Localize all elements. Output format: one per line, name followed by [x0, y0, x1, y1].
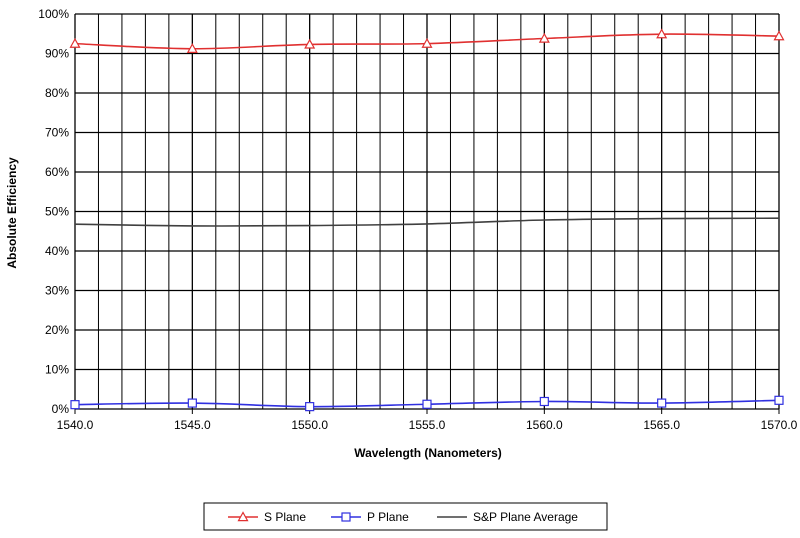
data-point-p-plane [539, 396, 549, 407]
data-point-s-plane [773, 30, 785, 41]
data-point-s-plane [69, 37, 81, 48]
y-tick-label: 50% [45, 205, 69, 219]
data-point-p-plane [187, 398, 197, 408]
x-tick-label: 1565.0 [643, 418, 680, 432]
legend-label-s-plane: S Plane [264, 510, 306, 524]
legend-label-p-plane: P Plane [367, 510, 409, 524]
data-point-s-plane [656, 28, 668, 39]
tick-labels: 1540.0 1545.0 1550.0 1555.0 1560.0 1565.0 1570… [38, 7, 797, 432]
y-tick-label: 30% [45, 284, 69, 298]
series-layer [69, 28, 785, 412]
data-point-s-plane [304, 38, 316, 49]
legend-label-s-p-plane-average: S&P Plane Average [473, 510, 578, 524]
x-tick-label: 1555.0 [409, 418, 446, 432]
series-line-s-p-plane-average [74, 217, 780, 227]
y-tick-label: 90% [45, 47, 69, 61]
data-point-s-plane [186, 43, 198, 53]
x-tick-label: 1540.0 [57, 418, 94, 432]
data-point-p-plane [70, 400, 80, 410]
x-axis-title: Wavelength (Nanometers) [354, 446, 502, 460]
y-tick-label: 10% [45, 363, 69, 377]
x-tick-label: 1560.0 [526, 418, 563, 432]
data-point-s-plane [421, 37, 433, 48]
y-tick-label: 70% [45, 126, 69, 140]
y-tick-label: 0% [52, 402, 70, 416]
y-tick-label: 60% [45, 165, 69, 179]
y-tick-label: 100% [38, 7, 69, 21]
y-tick-label: 80% [45, 86, 69, 100]
y-axis-title: Absolute Efficiency [5, 157, 19, 269]
y-tick-label: 40% [45, 244, 69, 258]
x-tick-label: 1545.0 [174, 418, 211, 432]
x-tick-label: 1550.0 [291, 418, 328, 432]
legend-box [203, 502, 608, 531]
grid-lines [74, 13, 780, 414]
data-point-p-plane [657, 398, 667, 408]
data-point-p-plane [774, 395, 784, 405]
data-point-s-plane [538, 32, 550, 43]
legend: S Plane P Plane S&P Plane Average [203, 502, 608, 531]
data-point-p-plane [422, 399, 432, 409]
x-tick-label: 1570.0 [761, 418, 798, 432]
legend-marker-p-plane [341, 512, 351, 522]
legend-marker-s-plane [237, 511, 249, 522]
y-tick-label: 20% [45, 323, 69, 337]
data-point-p-plane [305, 402, 315, 412]
